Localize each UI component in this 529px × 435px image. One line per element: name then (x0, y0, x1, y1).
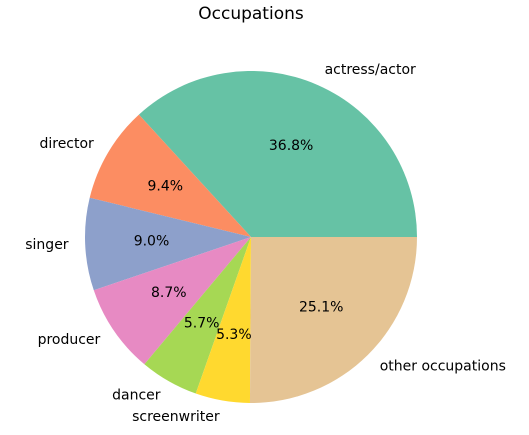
pie-slice-singer (85, 197, 252, 291)
slice-label-other-occupations: other occupations (380, 359, 506, 375)
slice-label-actress-actor: actress/actor (325, 62, 416, 78)
slice-percent-director: 9.4% (147, 178, 183, 194)
slice-label-singer: singer (25, 237, 69, 253)
slice-percent-other-occupations: 25.1% (299, 300, 343, 316)
slice-label-dancer: dancer (112, 388, 161, 404)
slice-label-director: director (39, 136, 94, 152)
slice-percent-singer: 9.0% (134, 233, 170, 249)
pie-labels: actress/actor 36.8% director 9.4% singer 9.0%… (25, 62, 506, 425)
pie-slice-producer (93, 237, 252, 365)
slice-label-producer: producer (38, 332, 101, 348)
pie-slice-actress-actor (138, 71, 417, 237)
pie-slice-other-occupations (249, 237, 417, 403)
slice-percent-producer: 8.7% (151, 285, 187, 301)
chart-title: Occupations (198, 4, 304, 24)
slice-percent-dancer: 5.7% (184, 316, 220, 332)
slice-percent-screenwriter: 5.3% (216, 327, 252, 343)
pie-slices (85, 71, 417, 403)
pie-slice-screenwriter (195, 237, 251, 403)
pie-slice-dancer (144, 237, 251, 394)
slice-percent-actress-actor: 36.8% (269, 138, 313, 154)
slice-label-screenwriter: screenwriter (132, 409, 220, 425)
pie-slice-director (89, 114, 251, 237)
